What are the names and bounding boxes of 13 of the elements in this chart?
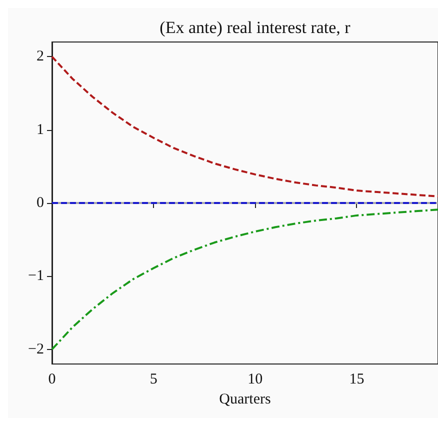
chart-title: (Ex ante) real interest rate, r [160,18,351,37]
y-tick-label: −2 [28,341,44,358]
y-tick-label: 1 [36,122,44,138]
x-tick-label: 15 [349,372,364,388]
y-tick-label: −1 [28,268,44,284]
line-series [51,56,438,198]
x-axis-title: Quarters [219,391,271,408]
x-tick-label: 5 [150,372,158,388]
line-series [51,208,438,350]
x-tick-label: 10 [248,372,263,388]
y-tick-label: 0 [36,195,44,211]
x-tick-label: 0 [48,372,56,388]
y-tick-label: 2 [36,48,44,65]
